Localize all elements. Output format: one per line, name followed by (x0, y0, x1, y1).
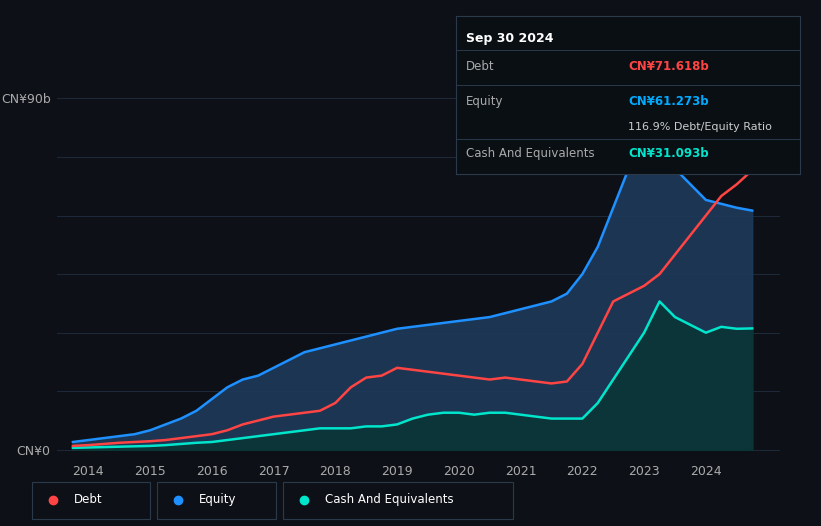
Text: Equity: Equity (200, 493, 236, 506)
Text: CN¥61.273b: CN¥61.273b (628, 95, 709, 108)
Text: Equity: Equity (466, 95, 503, 108)
Text: CN¥31.093b: CN¥31.093b (628, 147, 709, 160)
Bar (282, 482, 513, 519)
Text: Sep 30 2024: Sep 30 2024 (466, 32, 553, 45)
Text: CN¥71.618b: CN¥71.618b (628, 60, 709, 73)
Bar (31, 482, 150, 519)
Text: Cash And Equivalents: Cash And Equivalents (325, 493, 453, 506)
Bar (158, 482, 276, 519)
Text: Cash And Equivalents: Cash And Equivalents (466, 147, 594, 160)
Text: 116.9% Debt/Equity Ratio: 116.9% Debt/Equity Ratio (628, 122, 772, 132)
Text: Debt: Debt (466, 60, 494, 73)
Text: Debt: Debt (74, 493, 102, 506)
